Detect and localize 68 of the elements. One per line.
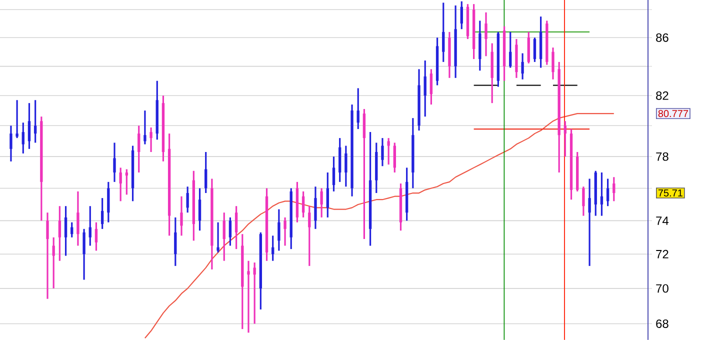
candlestick (234, 205, 238, 250)
candlestick (204, 151, 208, 194)
y-tick-label: 78 (656, 152, 668, 161)
y-tick-label: 74 (656, 216, 669, 225)
candlestick (588, 178, 591, 267)
text: 80.777 (658, 110, 688, 118)
candlestick (100, 197, 104, 230)
candlestick (82, 228, 86, 281)
candlestick (216, 222, 220, 254)
candlestick (125, 168, 128, 196)
candlestick (113, 142, 116, 183)
candlestick (198, 187, 202, 232)
candlestick (10, 124, 12, 162)
candlestick (150, 126, 152, 153)
candlestick (22, 122, 24, 154)
candlestick (381, 137, 384, 167)
candlestick (314, 186, 317, 230)
candlestick (600, 172, 604, 217)
y-tick-label: 82 (656, 91, 668, 100)
candlestick (582, 186, 585, 217)
candlestick (284, 216, 286, 247)
y-tick-label: 86 (656, 33, 668, 42)
candlestick (34, 99, 37, 144)
candlestick (326, 172, 329, 218)
candlestick (552, 46, 554, 80)
candlestick (521, 52, 524, 80)
candlestick (302, 190, 305, 218)
candlestick (460, 0, 463, 30)
y-tick-label: 68 (656, 319, 668, 328)
y-tick-label: 72 (656, 250, 668, 258)
candlestick (247, 260, 250, 334)
candlestick (119, 166, 122, 202)
candlestick (320, 187, 323, 218)
candlestick (278, 208, 280, 252)
candlestick (308, 205, 311, 267)
candlestick (484, 12, 488, 57)
candlestick (144, 110, 146, 146)
candlestick (16, 99, 18, 139)
candlestick (58, 205, 62, 262)
candlestick (442, 2, 445, 63)
candlestick (94, 222, 98, 252)
candlestick (356, 87, 360, 130)
candlestick (332, 156, 336, 192)
candlestick (533, 36, 536, 63)
candlestick (424, 60, 426, 118)
candlestick (509, 31, 512, 69)
candlestick (430, 68, 433, 106)
candlestick (564, 120, 567, 158)
candlestick (253, 262, 256, 325)
candlestick (228, 216, 232, 247)
candlestick (46, 212, 49, 300)
candlestick (186, 186, 189, 214)
candlestick (612, 176, 616, 202)
text: 75.71 (658, 190, 682, 196)
candlestick (393, 142, 396, 174)
candlestick (138, 124, 140, 174)
candlestick (222, 212, 226, 262)
candlestick (387, 137, 390, 166)
candlestick (52, 236, 55, 290)
candlestick (344, 144, 348, 188)
candlestick (174, 216, 177, 267)
y-tick-label: 70 (656, 284, 668, 293)
candlestick (28, 102, 31, 150)
candlestick (76, 190, 80, 247)
candlestick (180, 196, 183, 236)
candlestick (606, 178, 610, 207)
candlestick (88, 205, 92, 247)
candlestick (64, 205, 68, 257)
